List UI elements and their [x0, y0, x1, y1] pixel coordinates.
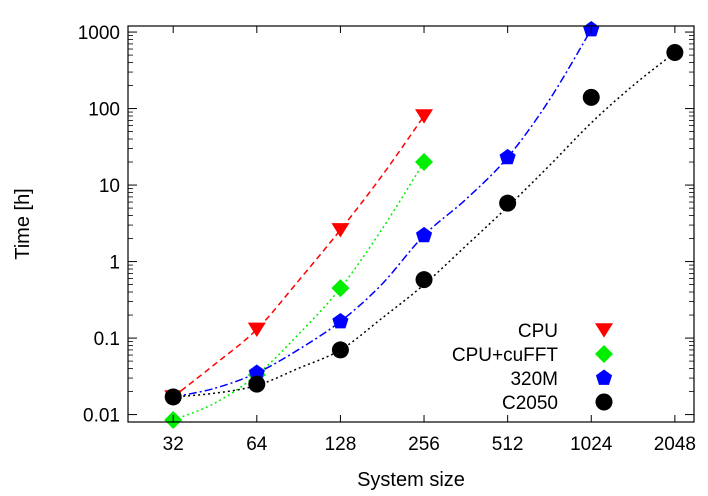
data-point [415, 271, 433, 289]
x-tick-label: 256 [408, 434, 440, 455]
data-point [331, 341, 349, 359]
legend-marker [595, 369, 613, 385]
fit-line-0 [172, 115, 425, 398]
y-tick-label: 100 [88, 100, 120, 121]
y-tick-label: 0.1 [94, 329, 120, 350]
data-point [247, 322, 266, 338]
fit-curves [172, 29, 676, 421]
fit-line-2 [173, 29, 592, 398]
y-tick-label: 10 [99, 176, 120, 197]
y-axis-title: Time [h] [12, 188, 34, 260]
data-point [666, 44, 684, 62]
data-point [415, 153, 434, 172]
y-tick-label: 1 [109, 253, 120, 274]
data-point [499, 194, 517, 212]
x-tick-label: 64 [246, 434, 268, 455]
legend: CPU CPU+cuFFT 320M C2050 [452, 321, 613, 414]
data-point [248, 375, 266, 393]
legend-label: CPU+cuFFT [452, 345, 558, 366]
legend-label: CPU [518, 321, 558, 342]
data-point [582, 88, 600, 106]
data-point [164, 388, 182, 406]
data-point [499, 148, 516, 165]
legend-marker [595, 393, 613, 411]
y-tick-label: 1000 [78, 23, 120, 44]
x-tick-label: 1024 [570, 434, 613, 455]
data-point [332, 312, 349, 329]
legend-marker [595, 323, 613, 338]
data-points [164, 21, 684, 429]
data-point [331, 279, 350, 298]
axis-ticks: 32 64 128 256 512 1024 2048 0.01 0.1 1 10 100 1000 [78, 23, 696, 455]
x-tick-label: 32 [163, 434, 184, 455]
x-tick-label: 512 [492, 434, 524, 455]
fit-line-3 [173, 51, 676, 398]
data-point [415, 226, 433, 243]
data-point [248, 364, 265, 380]
data-point [415, 109, 434, 124]
x-tick-label: 128 [325, 434, 357, 455]
fit-line-1 [172, 161, 425, 421]
legend-marker [595, 345, 613, 363]
x-tick-label: 2048 [654, 434, 696, 455]
legend-label: C2050 [502, 393, 558, 414]
legend-label: 320M [510, 369, 558, 390]
data-point [331, 223, 350, 238]
y-tick-label: 0.01 [83, 406, 120, 427]
x-axis-title: System size [357, 469, 465, 491]
plot-frame [127, 25, 695, 423]
